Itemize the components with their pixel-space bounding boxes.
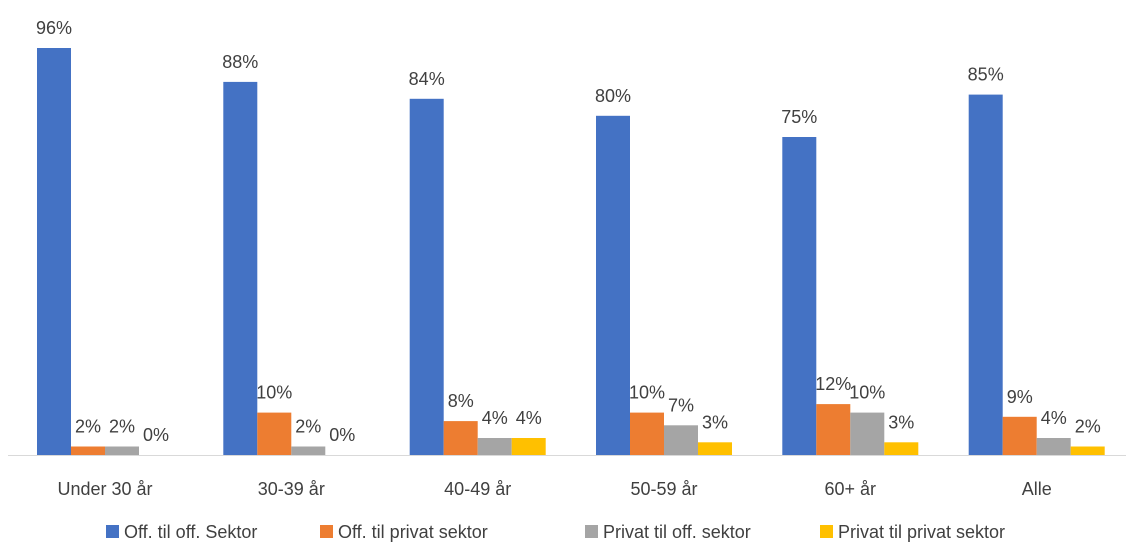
category-label-5: 60+ år bbox=[825, 479, 877, 499]
data-label-2-4: 10% bbox=[629, 383, 665, 403]
bar-4-5 bbox=[884, 442, 919, 455]
legend-swatch-4 bbox=[820, 525, 833, 538]
data-label-3-4: 7% bbox=[668, 395, 694, 415]
data-labels-layer: 96%2% 2% 0%88%10%2% 0%84%8%4% 4%80%10%7%3%75… bbox=[36, 18, 1101, 445]
data-label-3-1: 2% bbox=[109, 417, 135, 437]
legend-swatch-1 bbox=[106, 525, 119, 538]
category-label-1: Under 30 år bbox=[57, 479, 152, 499]
bar-1-5 bbox=[782, 137, 817, 455]
bar-3-5 bbox=[850, 412, 885, 455]
data-label-4-6: 2% bbox=[1075, 417, 1101, 437]
bar-2-4 bbox=[630, 412, 664, 455]
legend-label-4: Privat til privat sektor bbox=[838, 522, 1005, 542]
category-label-6: Alle bbox=[1022, 479, 1052, 499]
data-label-3-5: 10% bbox=[849, 383, 885, 403]
bar-3-6 bbox=[1036, 438, 1071, 455]
legend-swatch-3 bbox=[585, 525, 598, 538]
data-label-1-2: 88% bbox=[222, 52, 258, 72]
category-labels-layer: Under 30 år 30-39 år 40-49 år 50-59 år 60+ å… bbox=[57, 479, 1051, 499]
bar-2-3 bbox=[443, 421, 478, 455]
data-label-3-2: 2% bbox=[295, 417, 321, 437]
data-label-1-4: 80% bbox=[595, 86, 631, 106]
category-label-3: 40-49 år bbox=[444, 479, 511, 499]
bar-3-3 bbox=[477, 438, 512, 455]
data-label-1-6: 85% bbox=[968, 65, 1004, 85]
data-label-1-5: 75% bbox=[781, 107, 817, 127]
data-label-2-5: 12% bbox=[815, 374, 851, 394]
legend-label-2: Off. til privat sektor bbox=[338, 522, 488, 542]
bar-1-4 bbox=[596, 115, 630, 456]
data-label-1-1: 96% bbox=[36, 18, 72, 38]
bar-2-6 bbox=[1002, 416, 1037, 455]
bar-3-2 bbox=[291, 446, 326, 455]
bar-1-3 bbox=[409, 98, 444, 456]
legend-swatch-2 bbox=[320, 525, 333, 538]
data-label-3-6: 4% bbox=[1041, 408, 1067, 428]
data-label-4-3: 4% bbox=[516, 408, 542, 428]
data-label-4-5: 3% bbox=[888, 412, 914, 432]
bar-3-1 bbox=[105, 446, 139, 455]
bar-1-1 bbox=[37, 48, 71, 455]
bar-2-1 bbox=[71, 446, 105, 455]
data-label-4-2: 0% bbox=[329, 425, 355, 445]
category-label-2: 30-39 år bbox=[258, 479, 325, 499]
data-label-4-4: 3% bbox=[702, 412, 728, 432]
data-label-2-1: 2% bbox=[75, 417, 101, 437]
legend-label-3: Privat til off. sektor bbox=[603, 522, 751, 542]
legend: Off. til off. Sektor Off. til privat sekt… bbox=[106, 522, 1005, 542]
bar-3-4 bbox=[664, 425, 698, 455]
bar-2-2 bbox=[257, 412, 292, 455]
bar-2-5 bbox=[816, 404, 851, 455]
category-label-4: 50-59 år bbox=[630, 479, 697, 499]
data-label-2-3: 8% bbox=[448, 391, 474, 411]
bar-1-2 bbox=[223, 81, 258, 456]
data-label-2-2: 10% bbox=[256, 383, 292, 403]
data-label-4-1: 0% bbox=[143, 425, 169, 445]
data-label-1-3: 84% bbox=[409, 69, 445, 89]
legend-label-1: Off. til off. Sektor bbox=[124, 522, 257, 542]
data-label-2-6: 9% bbox=[1007, 387, 1033, 407]
bar-4-6 bbox=[1070, 446, 1105, 455]
bar-4-3 bbox=[511, 438, 546, 455]
bar-4-4 bbox=[698, 442, 732, 455]
bar-1-6 bbox=[968, 94, 1003, 455]
bars-layer bbox=[37, 48, 1105, 456]
data-label-3-3: 4% bbox=[482, 408, 508, 428]
